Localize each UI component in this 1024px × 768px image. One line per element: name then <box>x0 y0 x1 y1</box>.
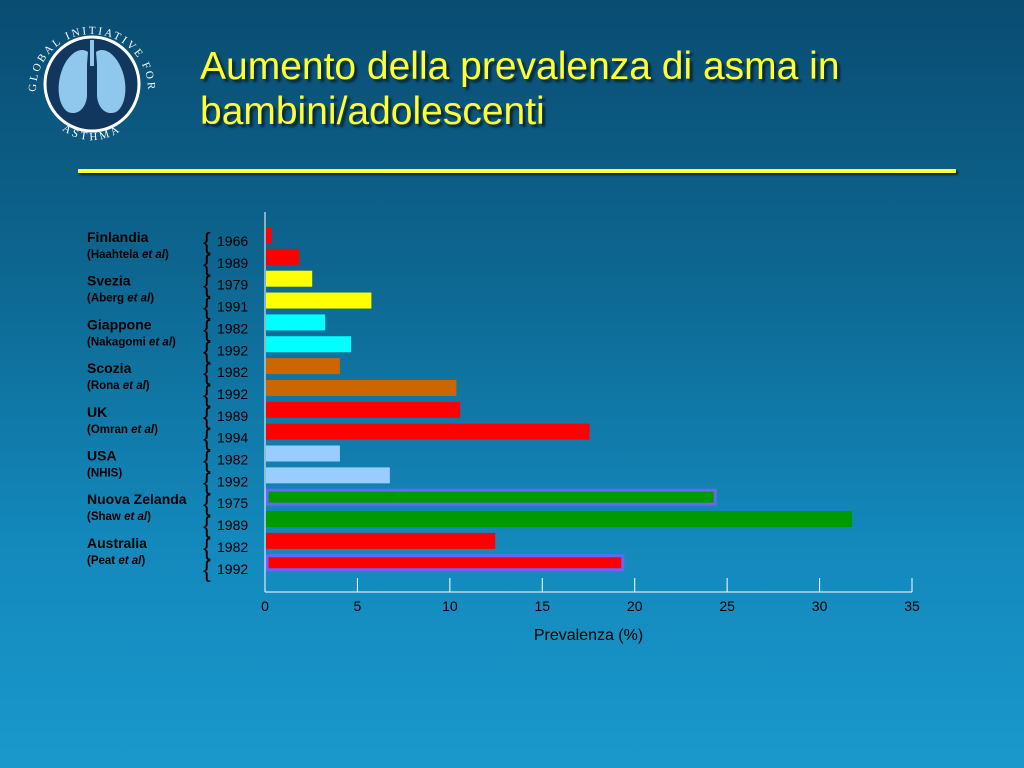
group-brace: { <box>203 512 211 538</box>
year-label: 1966 <box>217 233 248 249</box>
x-tick-label: 30 <box>812 598 828 614</box>
group-brace: { <box>203 272 211 298</box>
bar-uk-1989 <box>266 401 461 418</box>
x-tick-label: 10 <box>442 598 458 614</box>
group-brace: { <box>203 228 211 254</box>
year-label: 1989 <box>217 255 248 271</box>
country-label: Svezia <box>87 273 131 289</box>
year-label: 1982 <box>217 364 248 380</box>
source-label: (Haahtela et al) <box>87 249 169 261</box>
group-brace: { <box>203 250 211 276</box>
bar-uk-1994 <box>266 423 590 440</box>
bar-australia-1992 <box>266 554 623 571</box>
year-label: 1989 <box>217 408 248 424</box>
year-label: 1992 <box>217 561 248 577</box>
year-label: 1992 <box>217 473 248 489</box>
bar-usa-1992 <box>266 467 390 484</box>
group-brace: { <box>203 556 211 582</box>
bar-highlight-outline <box>265 554 625 572</box>
group-brace: { <box>203 359 211 385</box>
bar-usa-1982 <box>266 445 340 462</box>
x-tick-label: 20 <box>627 598 643 614</box>
country-label: USA <box>87 448 117 464</box>
group-brace: { <box>203 381 211 407</box>
source-label: (Peat et al) <box>87 555 145 567</box>
bar-highlight-outline <box>265 488 717 506</box>
country-label: Giappone <box>87 316 152 332</box>
group-brace: { <box>203 447 211 473</box>
x-tick-label: 25 <box>719 598 735 614</box>
bar-australia-1982 <box>266 532 496 549</box>
country-label: Scozia <box>87 360 132 376</box>
year-label: 1979 <box>217 277 248 293</box>
bar-scozia-1982 <box>266 358 340 375</box>
source-label: (Rona et al) <box>87 380 150 392</box>
bar-finlandia-1966 <box>266 227 272 243</box>
title-divider <box>78 169 956 173</box>
country-label: Finlandia <box>87 229 149 245</box>
bar-giappone-1982 <box>266 314 326 331</box>
bar-giappone-1992 <box>266 336 352 353</box>
source-label: (Nakagomi et al) <box>87 336 176 348</box>
group-brace: { <box>203 337 211 363</box>
x-tick-label: 5 <box>354 598 362 614</box>
country-label: UK <box>87 404 107 420</box>
country-label: Nuova Zelanda <box>87 491 187 507</box>
year-label: 1982 <box>217 452 248 468</box>
group-brace: { <box>203 425 211 451</box>
source-label: (NHIS) <box>87 468 122 480</box>
year-label: 1992 <box>217 342 248 358</box>
year-label: 1982 <box>217 539 248 555</box>
bar-finlandia-1989 <box>266 248 300 265</box>
bar-svezia-1991 <box>266 292 372 309</box>
source-label: (Omran et al) <box>87 424 158 436</box>
year-label: 1991 <box>217 299 248 315</box>
slide-title-line-1: Aumento della prevalenza di asma in <box>200 45 840 88</box>
year-label: 1992 <box>217 386 248 402</box>
group-brace: { <box>203 315 211 341</box>
x-tick-label: 0 <box>261 598 269 614</box>
group-brace: { <box>203 490 211 516</box>
bar-nuova-zelanda-1975 <box>266 489 716 506</box>
slide-title: Aumento della prevalenza di asma in bamb… <box>200 44 1000 134</box>
x-tick-label: 15 <box>534 598 550 614</box>
group-brace: { <box>203 468 211 494</box>
x-axis-title: Prevalenza (%) <box>534 627 643 644</box>
year-label: 1975 <box>217 495 248 511</box>
source-label: (Aberg et al) <box>87 293 154 305</box>
year-label: 1982 <box>217 320 248 336</box>
slide-title-line-2: bambini/adolescenti <box>200 90 545 133</box>
group-brace: { <box>203 294 211 320</box>
year-label: 1994 <box>217 430 248 446</box>
year-label: 1989 <box>217 517 248 533</box>
lungs-icon <box>58 40 126 114</box>
bar-scozia-1992 <box>266 379 457 396</box>
bar-nuova-zelanda-1989 <box>266 511 852 528</box>
group-brace: { <box>203 534 211 560</box>
group-brace: { <box>203 403 211 429</box>
gina-logo: GLOBAL INITIATIVE FOR ASTHMA <box>27 25 155 143</box>
country-label: Australia <box>87 535 147 551</box>
x-tick-label: 35 <box>904 598 920 614</box>
bar-svezia-1979 <box>266 270 313 287</box>
source-label: (Shaw et al) <box>87 511 151 523</box>
